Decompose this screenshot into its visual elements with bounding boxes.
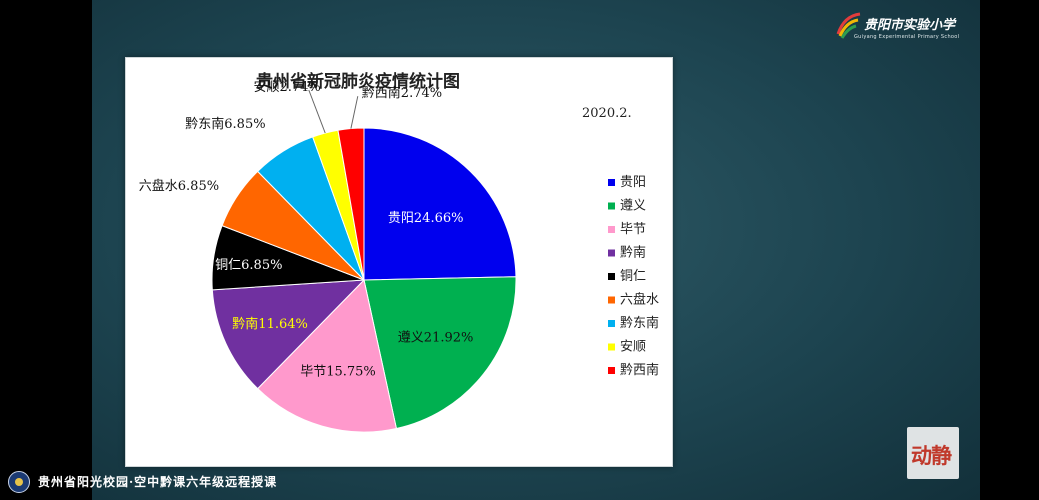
legend-swatch-黔西南 (608, 367, 615, 374)
slice-label-六盘水: 六盘水6.85% (139, 178, 219, 194)
legend-swatch-黔南 (608, 249, 615, 257)
watermark-badge-text: 动静 (911, 444, 952, 468)
leader-line-黔西南 (350, 96, 359, 129)
slice-label-遵义: 遵义21.92% (398, 329, 474, 345)
legend-label-铜仁: 铜仁 (620, 269, 646, 284)
legend-swatch-遵义 (608, 202, 615, 210)
footer-bar: 贵州省阳光校园·空中黔课六年级远程授课 (8, 470, 428, 493)
school-seal-icon (8, 471, 30, 493)
legend-label-贵阳: 贵阳 (620, 175, 646, 190)
slice-label-贵阳: 贵阳24.66% (388, 211, 464, 226)
school-logo-subtitle: Guiyang Experimental Primary School (854, 34, 960, 40)
legend-swatch-毕节 (608, 226, 615, 233)
legend-swatch-铜仁 (608, 273, 615, 280)
slice-label-黔南: 黔南11.64% (232, 316, 308, 332)
legend-swatch-安顺 (608, 343, 615, 351)
leader-line-安顺 (308, 89, 326, 134)
legend-label-黔南: 黔南 (620, 245, 646, 261)
pie-slice-毕节 (256, 278, 398, 433)
slice-label-黔西南: 黔西南2.74% (362, 85, 442, 101)
legend-label-黔西南: 黔西南 (620, 362, 659, 378)
school-logo-icon (836, 12, 861, 39)
legend-label-六盘水: 六盘水 (620, 292, 659, 308)
chart-title: 贵州省新冠肺炎疫情统计图 (256, 71, 460, 92)
chart-card: 贵州省新冠肺炎疫情统计图 2020.2. 贵阳24.66% 遵义21.92% 毕节1… (125, 57, 673, 467)
school-logo-text: 贵阳市实验小学 (864, 18, 956, 33)
slice-label-铜仁: 铜仁6.85% (215, 258, 282, 273)
pie-slice-遵义 (363, 276, 517, 430)
legend-swatch-贵阳 (608, 179, 615, 186)
chart-date: 2020.2. (582, 106, 632, 121)
legend-label-黔东南: 黔东南 (620, 315, 659, 331)
slice-label-毕节: 毕节15.75% (300, 365, 376, 380)
watermark-badge: 动静 (907, 427, 959, 479)
legend-swatch-黔东南 (608, 320, 615, 327)
legend-swatch-六盘水 (608, 296, 615, 304)
slide-background: 贵阳市实验小学 Guiyang Experimental Primary Sch… (92, 0, 980, 500)
legend-label-安顺: 安顺 (620, 340, 646, 355)
slice-label-安顺: 安顺2.74% (253, 80, 320, 95)
pie-slice-黔南 (211, 279, 366, 390)
legend-label-毕节: 毕节 (620, 222, 646, 237)
school-logo: 贵阳市实验小学 Guiyang Experimental Primary Sch… (834, 8, 974, 46)
legend-label-遵义: 遵义 (620, 198, 646, 214)
pie-slice-贵阳 (363, 127, 517, 281)
pie-chart: 贵州省新冠肺炎疫情统计图 2020.2. 贵阳24.66% 遵义21.92% 毕节1… (139, 71, 659, 433)
footer-text: 贵州省阳光校园·空中黔课六年级远程授课 (38, 475, 278, 489)
slice-label-黔东南: 黔东南6.85% (185, 116, 265, 132)
